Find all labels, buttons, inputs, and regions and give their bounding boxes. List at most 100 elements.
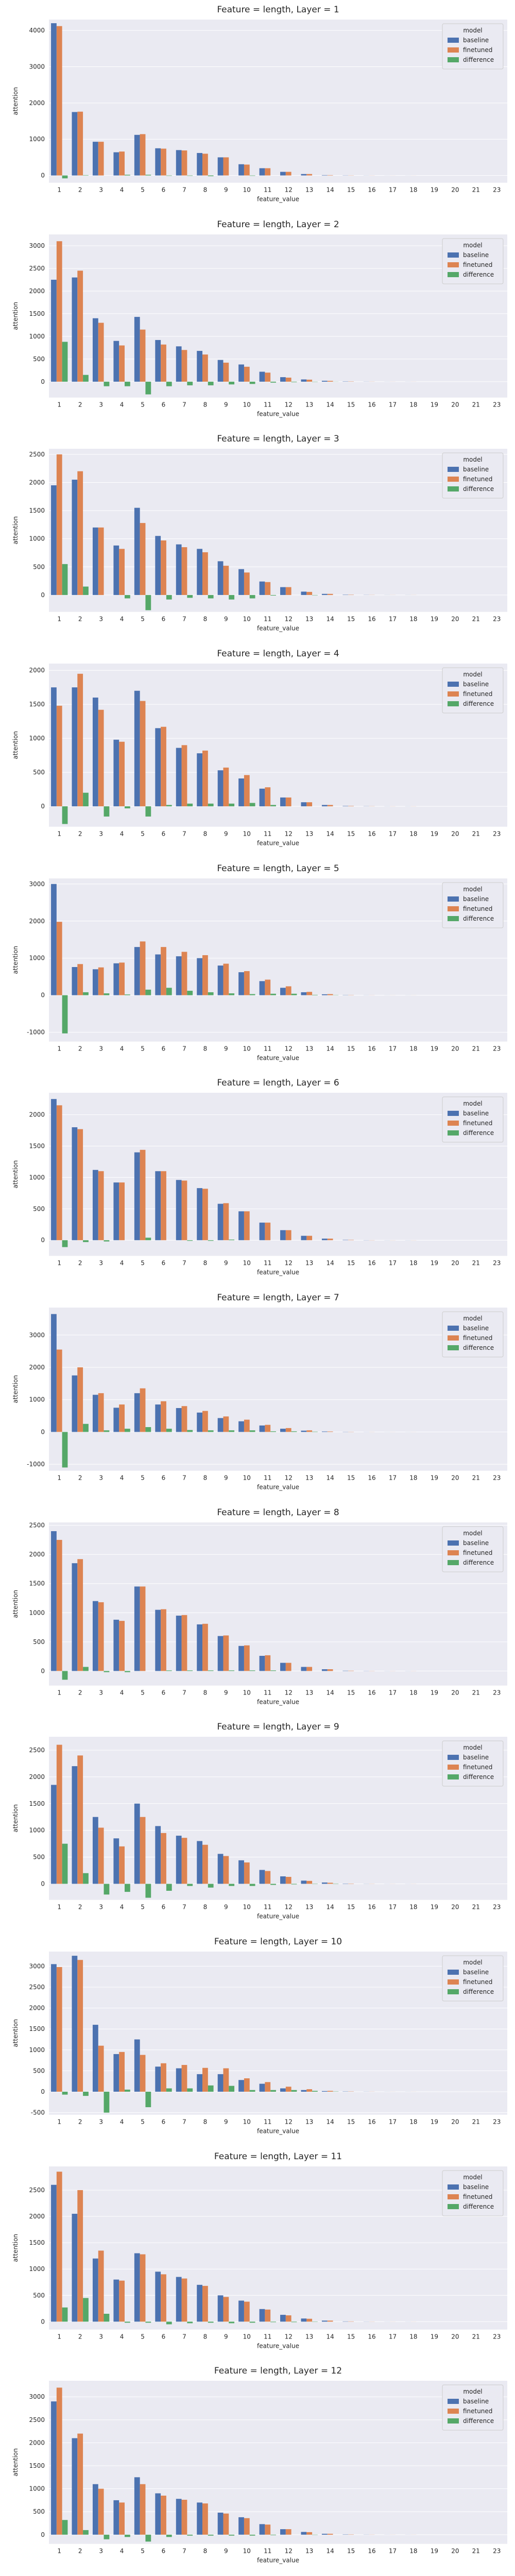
bar-finetuned-15 <box>348 1240 354 1241</box>
y-tick-label: 3000 <box>29 63 45 70</box>
bar-baseline-2 <box>72 1766 78 1884</box>
legend: model baseline finetuned difference <box>442 1526 504 1572</box>
x-axis-label: feature_value <box>257 625 299 632</box>
x-tick-label: 10 <box>243 2119 251 2126</box>
y-tick-label: 0 <box>41 1880 45 1888</box>
bar-finetuned-7 <box>181 745 187 807</box>
bar-baseline-8 <box>197 549 203 596</box>
bar-finetuned-13 <box>306 1881 313 1884</box>
bar-finetuned-15 <box>348 1670 354 1671</box>
bar-difference-8 <box>208 1430 214 1432</box>
legend-label-difference: difference <box>463 56 494 63</box>
plot-area <box>49 1737 507 1900</box>
bar-finetuned-1 <box>56 1349 62 1432</box>
bar-finetuned-1 <box>56 2171 62 2321</box>
bar-finetuned-13 <box>306 1235 313 1241</box>
bar-difference-3 <box>104 2091 110 2113</box>
bar-difference-8 <box>208 1884 214 1888</box>
bar-baseline-7 <box>176 1615 182 1671</box>
bar-baseline-9 <box>217 157 224 176</box>
bar-baseline-12 <box>280 1429 286 1432</box>
x-tick-label: 16 <box>368 1260 375 1267</box>
x-tick-label: 7 <box>182 401 186 408</box>
bar-baseline-9 <box>217 770 224 807</box>
x-axis-label: feature_value <box>257 1054 299 1061</box>
y-tick-label: 0 <box>41 991 45 998</box>
bar-difference-5 <box>145 595 151 611</box>
bar-finetuned-14 <box>327 2534 333 2535</box>
legend-title: model <box>463 671 482 678</box>
bar-difference-2 <box>83 175 89 176</box>
x-tick-label: 1 <box>57 2119 61 2126</box>
x-tick-label: 12 <box>285 401 293 408</box>
bar-finetuned-11 <box>265 1871 271 1884</box>
legend-label-finetuned: finetuned <box>463 46 492 54</box>
y-axis-label: attention <box>12 2234 19 2262</box>
y-tick-label: 2500 <box>29 1984 45 1991</box>
bar-difference-9 <box>229 1670 235 1671</box>
legend-swatch-finetuned <box>447 691 459 697</box>
x-tick-label: 15 <box>347 1045 355 1052</box>
x-tick-label: 19 <box>431 1045 438 1052</box>
bar-finetuned-2 <box>77 270 83 382</box>
bar-baseline-4 <box>113 341 119 382</box>
x-tick-label: 5 <box>141 187 145 194</box>
bar-baseline-1 <box>51 279 57 382</box>
x-tick-label: 7 <box>182 187 186 194</box>
legend: model baseline finetuned difference <box>442 2384 504 2431</box>
bar-baseline-13 <box>301 1430 307 1432</box>
bar-finetuned-7 <box>181 1838 187 1884</box>
bar-finetuned-7 <box>181 1615 187 1671</box>
x-tick-label: 7 <box>182 1260 186 1267</box>
bar-finetuned-9 <box>223 1635 229 1671</box>
y-tick-label: 500 <box>33 1854 45 1861</box>
legend-swatch-finetuned <box>447 477 459 482</box>
x-tick-label: 12 <box>285 1689 293 1696</box>
bar-baseline-3 <box>92 1601 98 1671</box>
bar-difference-14 <box>333 1884 339 1885</box>
legend-swatch-finetuned <box>447 1550 459 1555</box>
x-tick-label: 12 <box>285 616 293 623</box>
bar-baseline-13 <box>301 802 307 807</box>
bar-difference-1 <box>62 2520 68 2535</box>
x-tick-label: 21 <box>472 1260 480 1267</box>
y-tick-label: 2000 <box>29 2439 45 2447</box>
bar-baseline-11 <box>259 2524 265 2535</box>
bar-baseline-2 <box>72 480 78 596</box>
bar-baseline-4 <box>113 1182 119 1241</box>
x-tick-label: 13 <box>305 1689 313 1696</box>
bar-finetuned-3 <box>98 1393 104 1432</box>
bar-difference-13 <box>312 1884 318 1885</box>
legend: model baseline finetuned difference <box>442 667 504 714</box>
x-tick-label: 20 <box>451 1689 459 1696</box>
bar-finetuned-4 <box>119 2502 125 2535</box>
bar-baseline-3 <box>92 318 98 382</box>
bar-baseline-6 <box>155 340 161 382</box>
bar-difference-11 <box>270 1670 276 1671</box>
x-tick-label: 19 <box>431 1689 438 1696</box>
x-tick-label: 21 <box>472 401 480 408</box>
bar-baseline-11 <box>259 582 265 596</box>
bar-finetuned-7 <box>181 547 187 596</box>
y-tick-label: 3000 <box>29 242 45 249</box>
x-tick-label: 16 <box>368 616 375 623</box>
x-tick-label: 2 <box>78 187 82 194</box>
bar-finetuned-9 <box>223 1416 229 1432</box>
x-tick-label: 6 <box>162 831 166 838</box>
x-tick-label: 4 <box>120 2119 124 2126</box>
y-tick-label: 1000 <box>29 333 45 340</box>
x-tick-label: 6 <box>162 1689 166 1696</box>
bar-baseline-14 <box>321 2320 328 2321</box>
x-tick-label: 19 <box>431 187 438 194</box>
bar-baseline-7 <box>176 1408 182 1432</box>
bar-baseline-4 <box>113 2279 119 2321</box>
bar-finetuned-1 <box>56 1105 62 1241</box>
legend-title: model <box>463 1744 482 1751</box>
x-tick-label: 7 <box>182 616 186 623</box>
x-tick-label: 20 <box>451 1904 459 1911</box>
legend-label-difference: difference <box>463 485 494 493</box>
bar-finetuned-11 <box>265 979 271 995</box>
